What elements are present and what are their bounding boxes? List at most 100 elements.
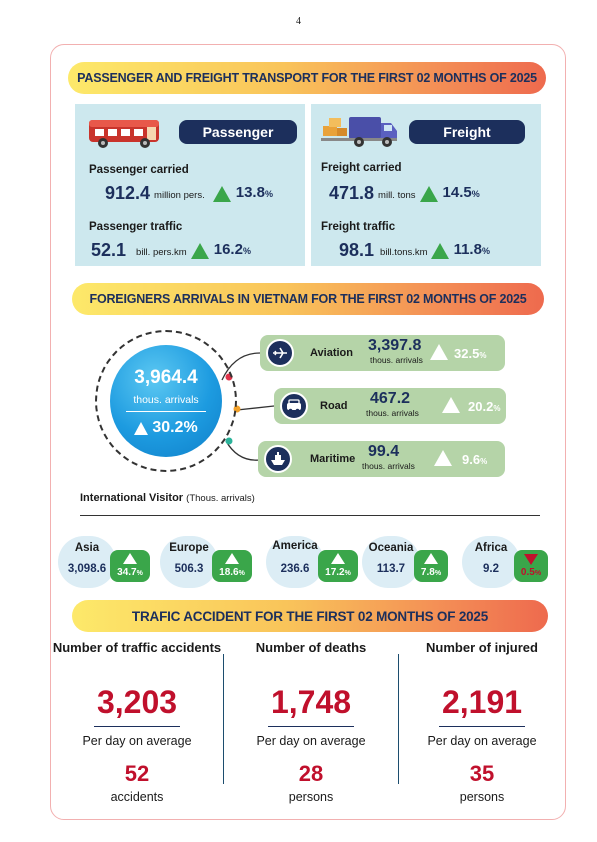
injured-daily-unit: persons (459, 790, 505, 804)
deaths-value: 1,748 (270, 684, 352, 720)
passenger-carried-value: 912.4 (105, 183, 151, 203)
up-arrow-icon (225, 553, 239, 564)
transport-section-title: PASSENGER AND FREIGHT TRANSPORT FOR THE … (68, 62, 546, 94)
mode-name: Aviation (310, 347, 353, 359)
up-arrow-icon (134, 421, 149, 435)
deaths-divider (268, 726, 354, 727)
total-arrivals-ring (95, 330, 237, 472)
region-value: 3,098.6 (67, 563, 107, 575)
intl-visitor-title: International Visitor (Thous. arrivals) (80, 492, 255, 504)
injured-title: Number of injured (426, 640, 538, 655)
infographic-frame (50, 44, 566, 820)
up-arrow-icon (424, 553, 438, 564)
region-name: Europe (169, 542, 209, 554)
mode-unit: thous. arrivals (370, 355, 423, 365)
freight-carried-unit: mill. tons (378, 190, 416, 201)
total-arrivals-pct-row: 30.2% (110, 419, 222, 437)
region-change-badge: 7.8% (414, 550, 448, 582)
passenger-label: Passenger (179, 120, 297, 144)
region-change-badge: 18.6% (212, 550, 252, 582)
ship-icon (264, 445, 292, 473)
freight-traffic-unit: bill.tons.km (380, 247, 428, 258)
region-change-badge: 0.5% (514, 550, 548, 582)
deaths-sub: Per day on average (256, 734, 366, 748)
deaths-daily-unit: persons (288, 790, 334, 804)
deaths-daily: 28 (298, 761, 324, 786)
down-arrow-icon (524, 554, 538, 565)
region-name: Asia (74, 542, 100, 554)
up-arrow-icon (419, 186, 438, 202)
mode-aviation: Aviation 3,397.8 thous. arrivals 32.5% (260, 335, 505, 371)
freight-carried-label: Freight carried (321, 162, 402, 174)
mode-value: 3,397.8 (368, 337, 422, 354)
region-value: 9.2 (483, 563, 499, 575)
region-pct: 34.7% (117, 567, 143, 578)
accidents-daily-unit: accidents (110, 790, 164, 804)
injured-daily: 35 (469, 761, 495, 786)
region-change-badge: 17.2% (318, 550, 358, 582)
total-arrivals-circle: 3,964.4 thous. arrivals 30.2% (110, 345, 222, 457)
passenger-carried-row: 912.4 million pers. 13.8% (105, 184, 273, 202)
car-icon (280, 392, 308, 420)
accidents-divider (94, 726, 180, 727)
total-arrivals-unit: thous. arrivals (133, 394, 199, 406)
mode-name: Maritime (310, 453, 356, 465)
page-number: 4 (296, 16, 301, 27)
region-value: 113.7 (376, 563, 406, 575)
region-pct: 17.2% (325, 567, 351, 578)
mode-maritime: Maritime 99.4 thous. arrivals 9.6% (258, 441, 505, 477)
mode-pct: 20.2% (468, 399, 501, 414)
passenger-carried-unit: million pers. (154, 190, 205, 201)
mode-name: Road (320, 400, 348, 412)
region-change-badge: 34.7% (110, 550, 150, 582)
passenger-carried-pct: 13.8% (235, 184, 273, 201)
injured-divider (439, 726, 525, 727)
column-divider (398, 654, 399, 784)
passenger-traffic-value: 52.1 (91, 240, 127, 260)
freight-traffic-pct: 11.8% (453, 241, 490, 258)
passenger-traffic-unit: bill. pers.km (136, 247, 187, 258)
total-arrivals-value: 3,964.4 (134, 367, 198, 388)
passenger-panel: Passenger Passenger carried 912.4 millio… (75, 104, 305, 266)
freight-traffic-value: 98.1 (339, 240, 375, 260)
region-pct: 18.6% (219, 567, 245, 578)
up-arrow-icon (442, 397, 460, 413)
accidents-sub: Per day on average (82, 734, 192, 748)
total-divider (126, 411, 206, 412)
up-arrow-icon (212, 186, 231, 202)
bus-icon (89, 120, 159, 148)
accidents-title: Number of traffic accidents (52, 640, 222, 655)
up-arrow-icon (430, 344, 448, 360)
deaths-column: Number of deaths 1,748 Per day on averag… (226, 640, 396, 804)
region-value: 506.3 (174, 563, 204, 575)
up-arrow-icon (331, 553, 345, 564)
region-pct: 0.5% (520, 567, 542, 578)
mode-pct: 32.5% (454, 346, 487, 361)
region-name: Oceania (368, 542, 414, 554)
mode-value: 467.2 (370, 390, 411, 407)
passenger-carried-label: Passenger carried (89, 164, 189, 176)
injured-sub: Per day on average (427, 734, 537, 748)
freight-carried-row: 471.8 mill. tons 14.5% (329, 184, 480, 202)
airplane-icon (266, 339, 294, 367)
freight-carried-pct: 14.5% (442, 184, 480, 201)
mode-pct: 9.6% (462, 452, 488, 467)
up-arrow-icon (430, 243, 449, 259)
truck-icon (321, 117, 397, 147)
freight-traffic-label: Freight traffic (321, 221, 396, 233)
injured-value: 2,191 (441, 684, 523, 720)
freight-traffic-row: 98.1 bill.tons.km 11.8% (339, 241, 490, 259)
column-divider (223, 654, 224, 784)
mode-value: 99.4 (368, 443, 400, 460)
passenger-traffic-pct: 16.2% (213, 241, 251, 258)
passenger-traffic-row: 52.1 bill. pers.km 16.2% (91, 241, 251, 259)
freight-label: Freight (409, 120, 525, 144)
region-pct: 7.8% (420, 567, 442, 578)
arrivals-section-title: FOREIGNERS ARRIVALS IN VIETNAM FOR THE F… (72, 283, 544, 315)
injured-column: Number of injured 2,191 Per day on avera… (397, 640, 567, 804)
accidents-daily: 52 (124, 761, 150, 786)
region-name: Africa (474, 542, 508, 554)
accidents-value: 3,203 (96, 684, 178, 720)
accident-section-title: TRAFIC ACCIDENT FOR THE FIRST 02 MONTHS … (72, 600, 548, 632)
mode-unit: thous. arrivals (366, 408, 419, 418)
